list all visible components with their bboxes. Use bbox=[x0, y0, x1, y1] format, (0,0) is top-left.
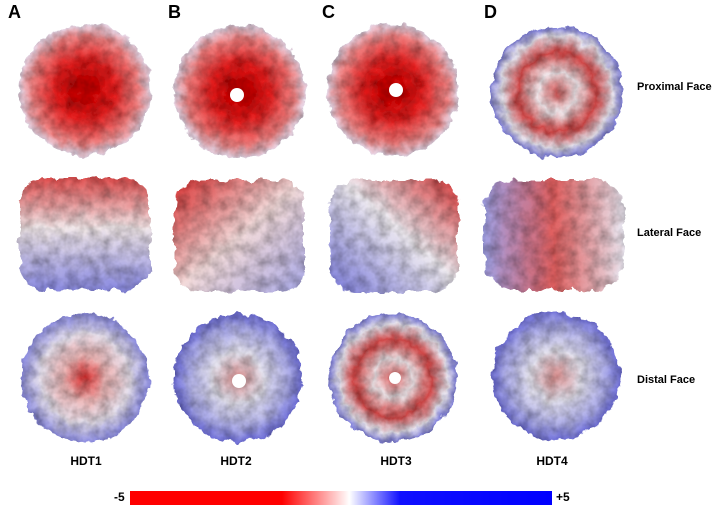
pore bbox=[230, 88, 244, 102]
column-label: HDT1 bbox=[70, 454, 102, 468]
panel-label: C bbox=[322, 2, 335, 22]
protein-surfaces bbox=[19, 24, 624, 442]
pore bbox=[389, 372, 401, 384]
surface bbox=[19, 24, 151, 156]
column-label: HDT4 bbox=[536, 454, 568, 468]
pore bbox=[232, 374, 246, 388]
surface bbox=[175, 180, 305, 292]
pore bbox=[389, 83, 403, 97]
surface bbox=[330, 180, 458, 292]
colorbar-min-label: -5 bbox=[114, 490, 125, 504]
colorbar-max-label: +5 bbox=[556, 490, 570, 504]
row-label: Proximal Face bbox=[637, 81, 712, 93]
surface bbox=[21, 314, 149, 442]
panel-label: D bbox=[484, 2, 497, 22]
colorbar bbox=[130, 491, 552, 505]
surface bbox=[491, 26, 623, 158]
surface bbox=[492, 312, 620, 440]
row-label: Lateral Face bbox=[637, 227, 701, 239]
panel-label: A bbox=[8, 2, 21, 22]
surface bbox=[484, 180, 624, 290]
column-label: HDT2 bbox=[220, 454, 252, 468]
panel-label: B bbox=[168, 2, 181, 22]
row-label: Distal Face bbox=[637, 374, 695, 386]
column-label: HDT3 bbox=[380, 454, 412, 468]
surface bbox=[20, 178, 150, 290]
